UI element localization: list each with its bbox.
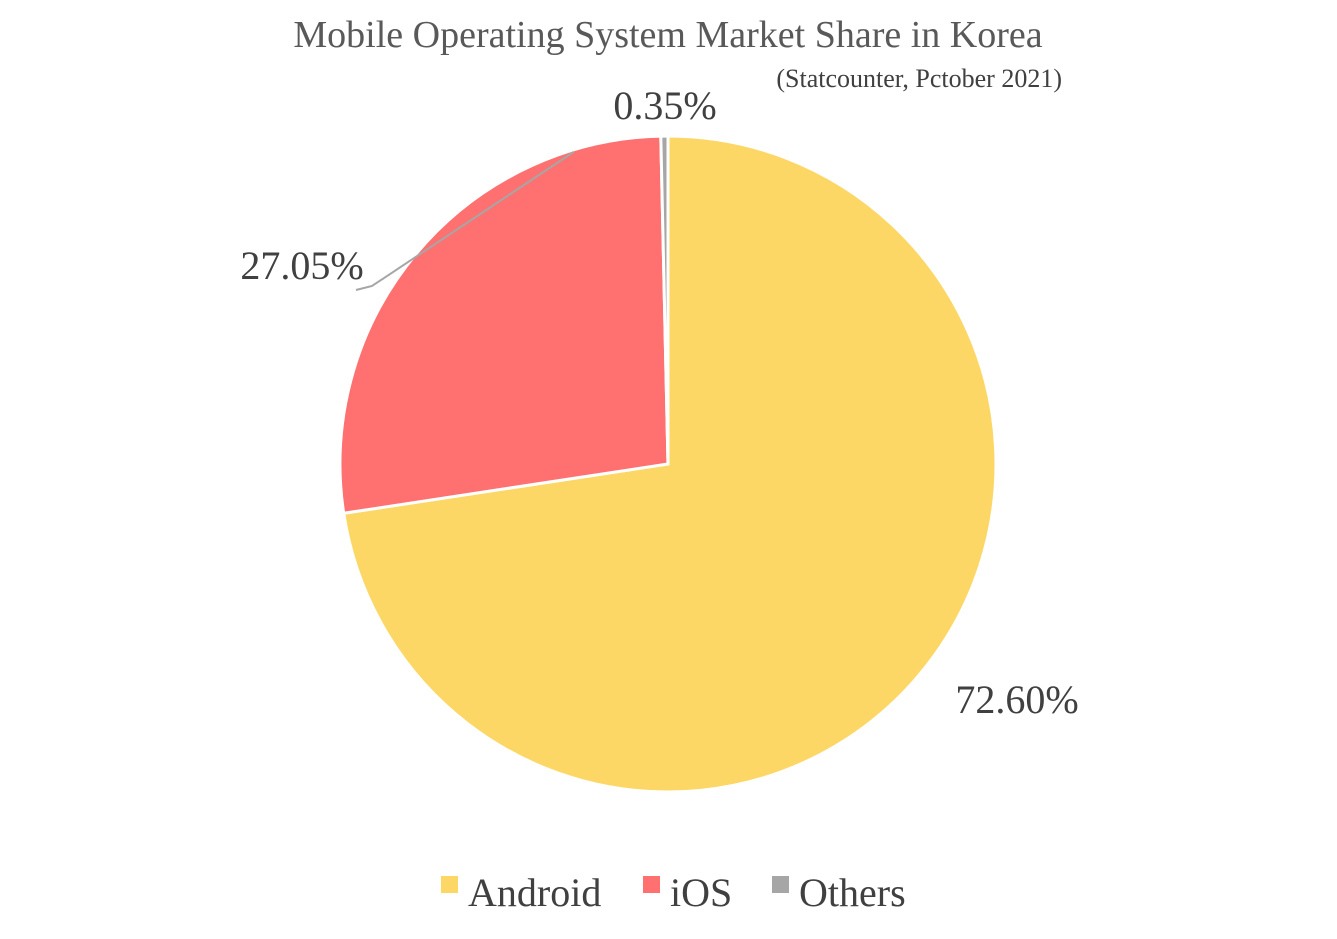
chart-subtitle: (Statcounter, Pctober 2021) — [776, 64, 1062, 93]
pie-slices — [338, 134, 998, 794]
pie-slice-others — [659, 134, 670, 465]
legend-label-ios: iOS — [670, 870, 732, 915]
data-label-ios: 27.05% — [240, 243, 363, 288]
leader-lines — [355, 151, 575, 291]
pie-slice-ios — [338, 134, 670, 515]
chart-title: Mobile Operating System Market Share in … — [293, 14, 1042, 56]
pie-slice-android — [342, 134, 998, 794]
data-label-others: 0.35% — [613, 83, 716, 128]
leader-line-ios — [355, 151, 575, 291]
legend-swatch-others — [772, 876, 789, 893]
legend-label-others: Others — [799, 870, 906, 915]
legend-swatch-ios — [643, 876, 660, 893]
data-label-android: 72.60% — [955, 677, 1078, 722]
data-labels: 72.60% 27.05% 0.35% — [240, 83, 1078, 722]
legend: Android iOS Others — [441, 870, 906, 915]
legend-label-android: Android — [468, 870, 601, 915]
legend-swatch-android — [441, 876, 458, 893]
